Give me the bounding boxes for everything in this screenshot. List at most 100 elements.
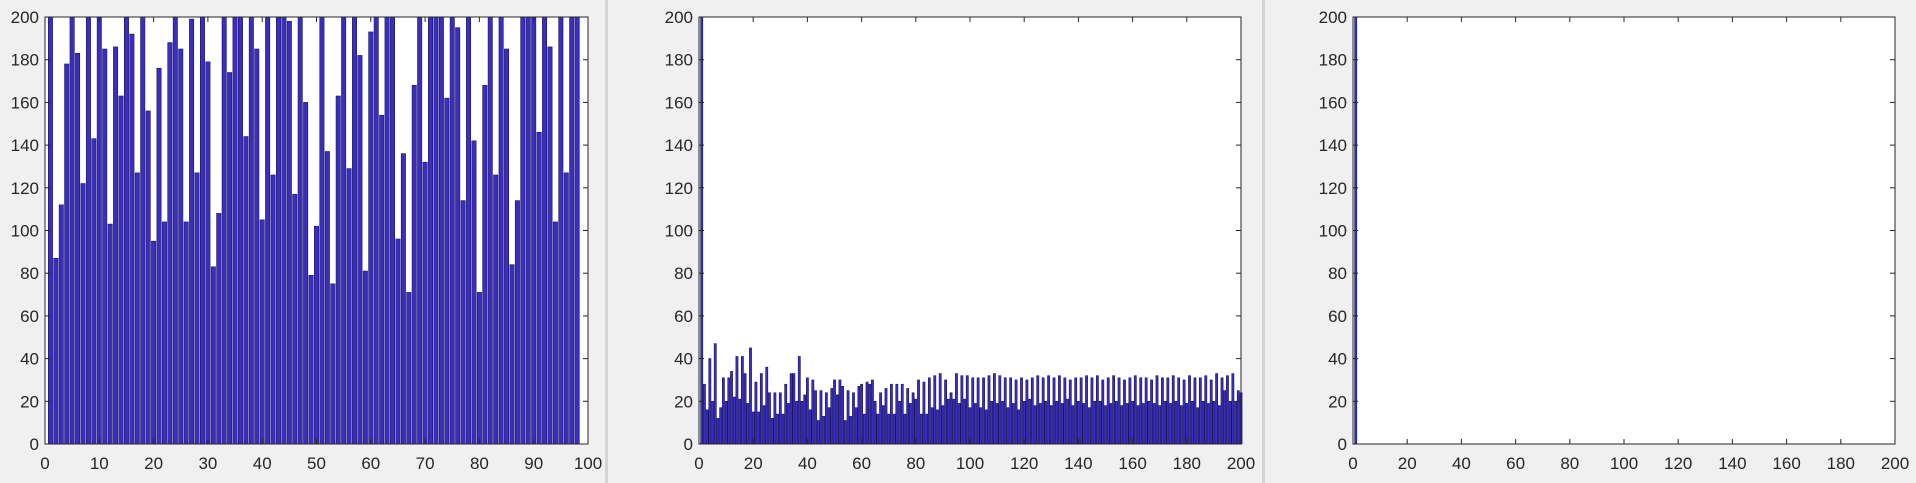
bar <box>552 221 558 445</box>
bar <box>944 379 948 445</box>
bar <box>243 136 249 445</box>
bar <box>151 240 157 445</box>
bar <box>892 413 896 445</box>
bar <box>346 168 352 445</box>
window-divider-2[interactable] <box>1262 0 1265 483</box>
bar <box>965 375 969 445</box>
bar <box>167 42 173 445</box>
bar <box>903 413 907 445</box>
x-tick-label: 180 <box>1827 454 1855 473</box>
bar <box>957 403 961 445</box>
bar <box>64 63 70 445</box>
y-axis: 0 20 40 60 80 100 120 140 160 180 200 <box>1319 8 1895 454</box>
bar <box>493 174 499 445</box>
bar <box>1033 405 1037 445</box>
bar <box>509 264 515 445</box>
bar <box>1058 375 1061 445</box>
bar <box>80 183 86 445</box>
bar <box>787 403 790 445</box>
x-tick-label: 20 <box>144 454 163 473</box>
bar <box>390 16 395 445</box>
bar <box>319 16 325 445</box>
bar <box>930 407 934 445</box>
x-tick-label: 80 <box>1560 454 1579 473</box>
x-axis: 0 20 40 60 80 100 120 140 160 180 200 <box>694 17 1255 473</box>
bar <box>1226 375 1229 445</box>
y-tick-label: 180 <box>665 51 693 70</box>
bar <box>373 16 379 445</box>
y-tick-label: 80 <box>20 264 39 283</box>
bar <box>1204 375 1208 445</box>
bar <box>933 375 937 445</box>
bar <box>1150 379 1153 445</box>
bar <box>865 381 869 445</box>
bar <box>1011 403 1015 445</box>
bar <box>759 373 763 445</box>
y-tick-label: 120 <box>1319 179 1347 198</box>
bar <box>1139 377 1143 445</box>
bar <box>514 200 520 445</box>
x-tick-label: 20 <box>744 454 763 473</box>
y-tick-label: 0 <box>684 435 693 454</box>
y-tick-label: 60 <box>20 307 39 326</box>
bar <box>860 383 863 445</box>
bar <box>713 343 717 445</box>
y-tick-label: 200 <box>665 8 693 27</box>
bar <box>1128 377 1132 445</box>
x-axis: 0 10 20 30 40 50 60 70 80 90 100 <box>40 17 602 473</box>
bar <box>800 400 804 445</box>
bar <box>216 213 222 445</box>
y-tick-label: 160 <box>11 93 39 112</box>
bar <box>1155 375 1159 445</box>
bar <box>1047 375 1050 445</box>
window-divider-1[interactable] <box>605 0 608 483</box>
x-tick-label: 40 <box>253 454 272 473</box>
bar <box>716 418 720 445</box>
bar <box>460 200 466 445</box>
bar <box>140 16 146 445</box>
bar <box>1142 403 1145 445</box>
bar <box>1009 377 1013 445</box>
bar <box>906 388 910 445</box>
bar <box>776 413 779 445</box>
bar <box>841 386 845 445</box>
x-tick-label: 200 <box>1881 454 1909 473</box>
bar <box>1212 400 1216 445</box>
x-tick-label: 140 <box>1064 454 1092 473</box>
bar <box>1193 377 1197 445</box>
bar <box>314 225 319 445</box>
bar <box>974 403 977 445</box>
bar <box>1120 405 1124 445</box>
bar <box>1207 403 1210 445</box>
bar <box>762 405 766 445</box>
chart-3: 0 20 40 60 80 100 120 140 160 180 200 0 20 40 60 80 100 1… <box>1319 8 1910 473</box>
x-tick-label: 60 <box>361 454 380 473</box>
y-tick-label: 100 <box>665 222 693 241</box>
x-tick-label: 160 <box>1118 454 1146 473</box>
bar <box>765 366 769 445</box>
bar <box>1136 405 1140 445</box>
bar <box>879 392 882 445</box>
bar <box>998 375 1002 445</box>
bar <box>178 48 184 445</box>
bar <box>816 420 820 445</box>
bar <box>722 377 725 445</box>
bar <box>107 223 113 445</box>
bar <box>292 193 298 445</box>
y-tick-label: 40 <box>1328 350 1347 369</box>
bar <box>911 392 915 445</box>
bar <box>574 16 580 445</box>
x-tick-label: 200 <box>1227 454 1255 473</box>
y-tick-label: 140 <box>11 136 39 155</box>
y-tick-label: 40 <box>674 350 693 369</box>
bar <box>1014 379 1018 445</box>
plot-area <box>699 17 1241 444</box>
y-tick-label: 100 <box>1319 222 1347 241</box>
bar <box>703 383 706 445</box>
bar <box>979 407 983 445</box>
bar <box>833 379 836 445</box>
bar <box>938 373 942 445</box>
bar <box>1185 403 1189 445</box>
